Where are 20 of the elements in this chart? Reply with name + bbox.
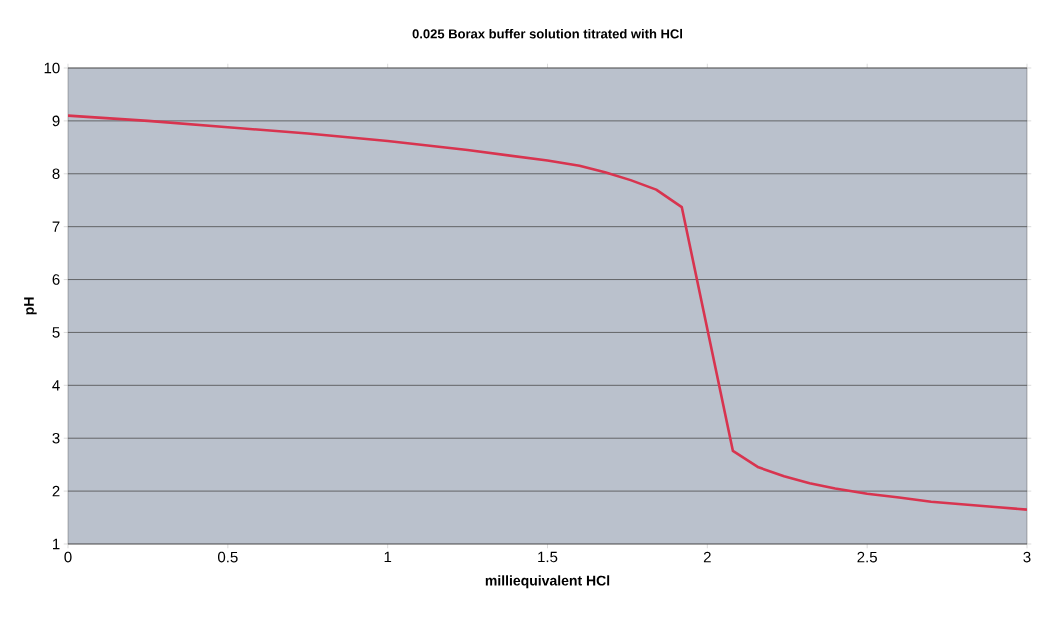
- y-tick-label: 3: [52, 432, 60, 444]
- x-tick-label: 3: [1023, 551, 1031, 563]
- y-tick-label: 7: [52, 221, 60, 232]
- y-tick-label: 5: [52, 327, 60, 338]
- y-tick-label: 4: [52, 380, 60, 391]
- y-tick-label: 10: [44, 62, 60, 74]
- y-tick-label: 6: [52, 274, 60, 285]
- y-tick-label: 1: [53, 538, 60, 550]
- y-tick-label: 9: [52, 115, 60, 127]
- x-tick-label: 1: [384, 551, 392, 563]
- y-tick-label: 2: [52, 485, 60, 497]
- x-axis-title: milliequivalent HCl: [485, 575, 610, 589]
- y-axis-title: pH: [24, 297, 37, 315]
- x-tick-label: 2.5: [857, 551, 877, 563]
- chart-title: 0.025 Borax buffer solution titrated with HCl: [412, 28, 682, 39]
- x-tick-label: 0: [64, 551, 72, 563]
- x-tick-label: 0.5: [217, 551, 238, 563]
- x-tick-label: 1.5: [538, 551, 558, 563]
- x-tick-label: 2: [703, 551, 711, 563]
- y-tick-label: 8: [52, 168, 60, 180]
